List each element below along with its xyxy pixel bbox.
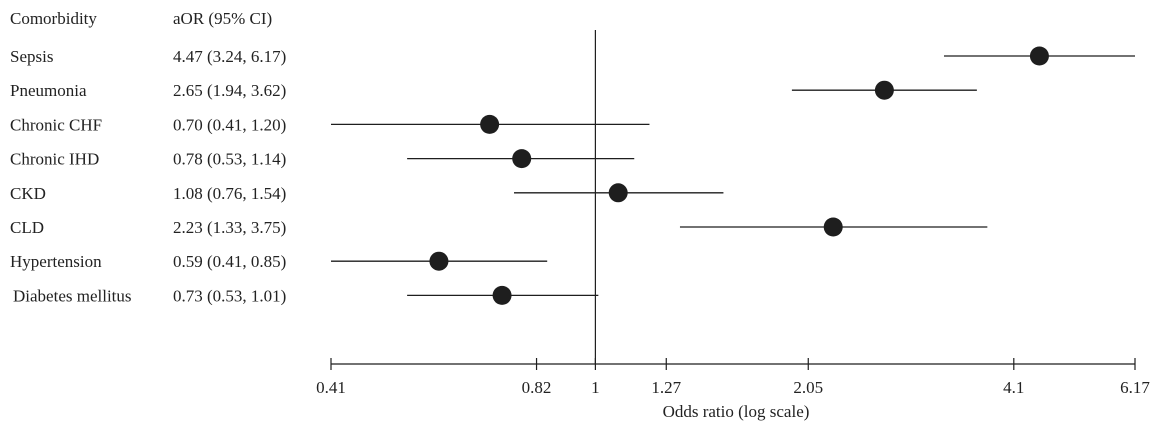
row-label: CLD [10,218,44,237]
rows-layer: Sepsis 4.47 (3.24, 6.17) Pneumonia 2.65 (1.… [10,30,1135,364]
point-estimate-marker [492,285,512,305]
row-label: Pneumonia [10,81,87,100]
row-ci-text: 0.70 (0.41, 1.20) [173,115,286,134]
x-tick-label: 4.1 [1003,378,1024,397]
x-tick-label: 1.27 [651,378,681,397]
x-tick-label: 0.41 [316,378,346,397]
forest-row: Sepsis 4.47 (3.24, 6.17) [10,46,1135,66]
point-estimate-marker [1029,46,1049,66]
point-estimate-marker [608,183,628,203]
row-ci-text: 4.47 (3.24, 6.17) [173,47,286,66]
row-ci-text: 0.78 (0.53, 1.14) [173,150,286,169]
forest-row: CLD 2.23 (1.33, 3.75) [10,217,988,237]
forest-row: Diabetes mellitus 0.73 (0.53, 1.01) [13,285,599,305]
forest-row: CKD 1.08 (0.76, 1.54) [10,183,724,203]
column-header-aor: aOR (95% CI) [173,9,272,28]
x-axis-title: Odds ratio (log scale) [663,402,810,421]
x-axis: 0.41 0.82 1 1.27 2.05 4.1 6.17 [316,358,1150,397]
row-label: CKD [10,184,46,203]
forest-row: Hypertension 0.59 (0.41, 0.85) [10,251,548,271]
point-estimate-marker [512,149,532,169]
point-estimate-marker [480,114,500,134]
x-tick-label: 1 [591,378,600,397]
forest-row: Chronic CHF 0.70 (0.41, 1.20) [10,114,650,134]
row-ci-text: 0.59 (0.41, 0.85) [173,252,286,271]
column-header-comorbidity: Comorbidity [10,9,97,28]
row-ci-text: 0.73 (0.53, 1.01) [173,286,286,305]
point-estimate-marker [429,251,449,271]
row-label: Sepsis [10,47,53,66]
row-ci-text: 1.08 (0.76, 1.54) [173,184,286,203]
row-label: Hypertension [10,252,102,271]
forest-row: Chronic IHD 0.78 (0.53, 1.14) [10,149,635,169]
x-tick-label: 2.05 [793,378,823,397]
row-label: Chronic CHF [10,115,102,134]
point-estimate-marker [874,80,894,100]
row-label: Chronic IHD [10,150,99,169]
row-ci-text: 2.65 (1.94, 3.62) [173,81,286,100]
point-estimate-marker [823,217,843,237]
forest-row: Pneumonia 2.65 (1.94, 3.62) [10,80,977,100]
row-ci-text: 2.23 (1.33, 3.75) [173,218,286,237]
x-tick-label: 6.17 [1120,378,1150,397]
x-tick-label: 0.82 [522,378,552,397]
row-label: Diabetes mellitus [13,286,132,305]
